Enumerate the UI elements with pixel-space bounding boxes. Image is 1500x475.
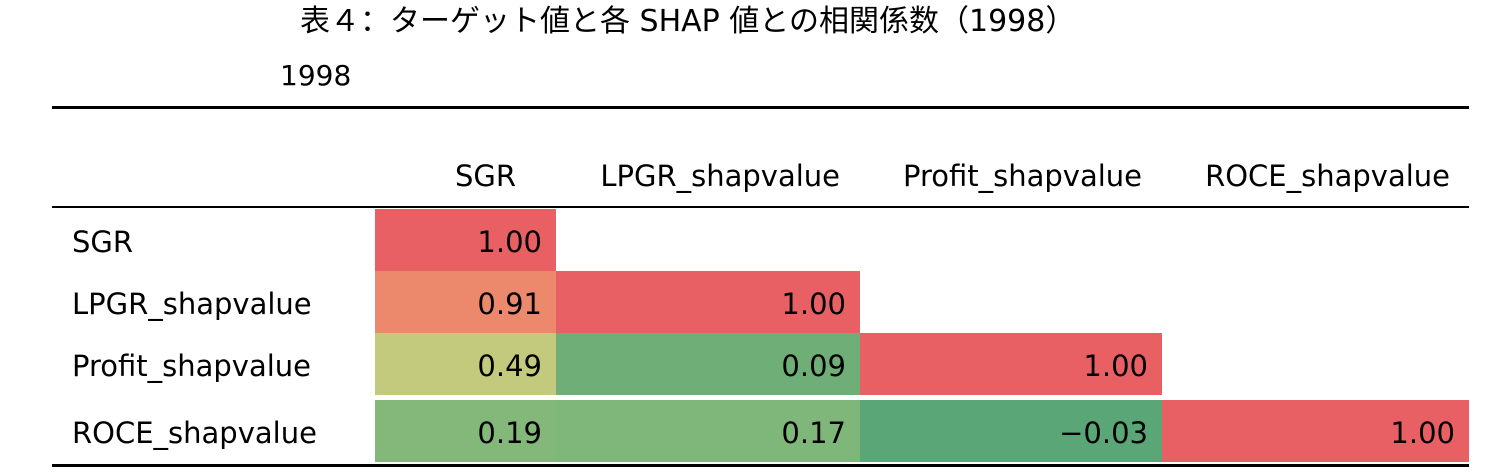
row-label-sgr: SGR — [72, 225, 134, 259]
column-header-roce: ROCE_shapvalue — [1205, 159, 1450, 193]
cell-roce-roce: 1.00 — [1162, 400, 1469, 462]
cell-sgr-sgr: 1.00 — [375, 209, 556, 271]
column-header-lpgr: LPGR_shapvalue — [600, 159, 840, 193]
cell-profit-sgr: 0.49 — [375, 333, 556, 395]
row-label-profit: Profit_shapvalue — [72, 349, 312, 383]
column-header-sgr: SGR — [454, 159, 516, 193]
row-label-lpgr: LPGR_shapvalue — [72, 287, 312, 321]
header-rule — [52, 206, 1469, 208]
cell-roce-sgr: 0.19 — [375, 400, 556, 462]
table-title: 表４：ターゲット値と各 SHAP 値との相関係数（1998） — [300, 4, 1076, 39]
cell-lpgr-sgr: 0.91 — [375, 271, 556, 333]
row-label-roce: ROCE_shapvalue — [72, 416, 317, 450]
top-rule — [52, 106, 1469, 109]
cell-roce-lpgr: 0.17 — [556, 400, 860, 462]
cell-profit-lpgr: 0.09 — [556, 333, 860, 395]
cell-lpgr-lpgr: 1.00 — [556, 271, 860, 333]
table-subtitle: 1998 — [280, 59, 352, 92]
cell-profit-profit: 1.00 — [860, 333, 1162, 395]
column-header-profit: Profit_shapvalue — [902, 159, 1142, 193]
bottom-rule — [52, 464, 1469, 467]
cell-roce-profit: −0.03 — [860, 400, 1162, 462]
